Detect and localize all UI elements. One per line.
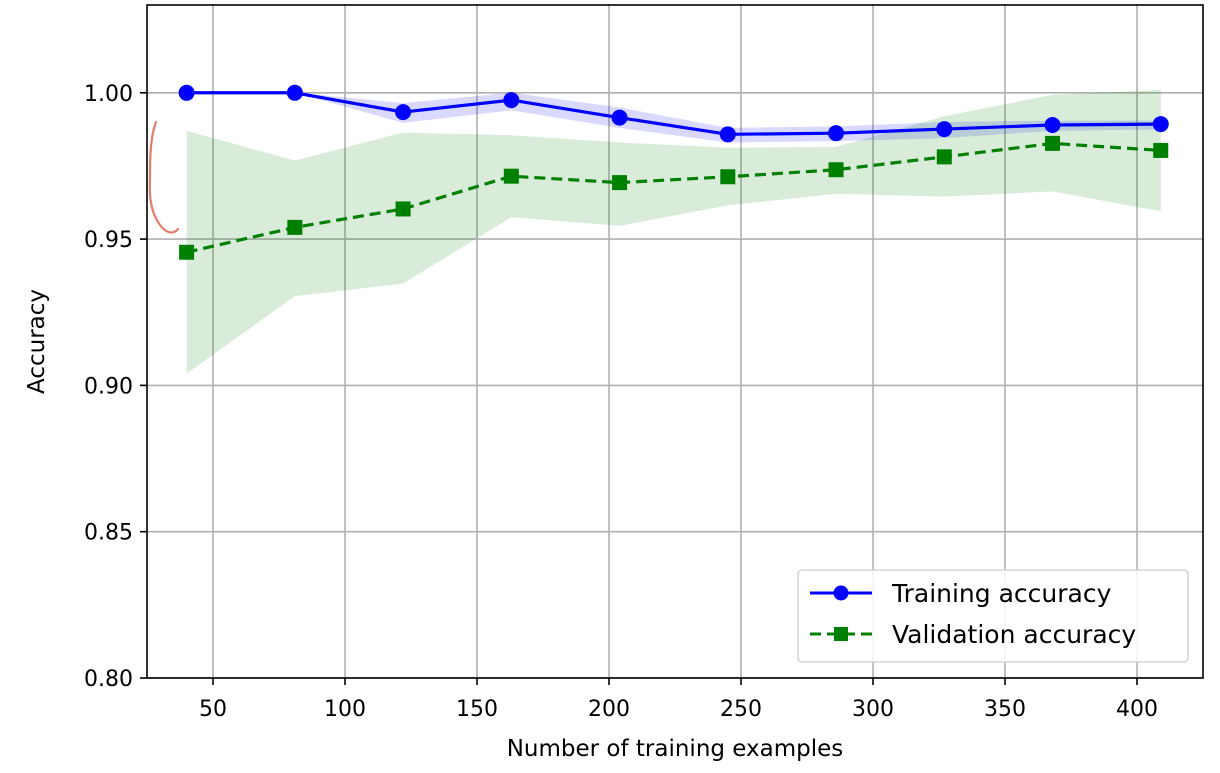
legend-swatch-training-marker (833, 585, 849, 601)
validation-point (1153, 142, 1169, 158)
training-point (936, 121, 953, 138)
axis-ticks: 50 100 150 200 250 300 350 400 0.80 0.85 0.90 0.95 1… (84, 82, 1158, 722)
training-point (1152, 116, 1169, 133)
validation-point (179, 244, 195, 260)
x-tick-label: 100 (324, 697, 366, 722)
legend-swatch-validation-marker (834, 627, 848, 641)
training-accuracy-line (186, 91, 1161, 136)
y-tick-label: 0.80 (84, 667, 133, 692)
legend-label-validation: Validation accuracy (892, 620, 1136, 649)
y-tick-label: 0.85 (84, 521, 133, 546)
plot-frame (146, 4, 1204, 679)
validation-point (828, 162, 844, 178)
training-point (503, 92, 520, 109)
training-point (395, 104, 412, 121)
validation-point (936, 149, 952, 165)
training-point (611, 109, 628, 126)
x-tick-label: 50 (199, 697, 227, 722)
legend-label-training: Training accuracy (891, 579, 1112, 608)
x-tick-label: 200 (588, 697, 630, 722)
handwritten-annotation-mark (148, 120, 180, 234)
training-point (719, 126, 736, 143)
x-tick-label: 250 (720, 697, 762, 722)
x-tick-label: 350 (984, 697, 1026, 722)
training-point (286, 84, 303, 101)
validation-point (720, 169, 736, 185)
y-tick-label: 0.90 (84, 374, 133, 399)
validation-point (395, 201, 411, 217)
series-markers (178, 84, 1169, 260)
x-tick-label: 150 (456, 697, 498, 722)
y-axis-label: Accuracy (24, 289, 50, 394)
x-axis-label: Number of training examples (507, 736, 844, 762)
validation-point (287, 219, 303, 235)
training-point (828, 125, 845, 142)
validation-point (612, 175, 628, 191)
legend: Training accuracy Validation accuracy (797, 569, 1189, 663)
legend-box (797, 569, 1189, 663)
series-lines (186, 91, 1161, 254)
validation-accuracy-line (186, 141, 1161, 254)
y-tick-label: 0.95 (84, 228, 133, 253)
validation-point (1045, 135, 1061, 151)
x-tick-label: 300 (852, 697, 894, 722)
validation-point (503, 168, 519, 184)
training-point (178, 84, 195, 101)
training-point (1044, 116, 1061, 133)
y-tick-label: 1.00 (84, 82, 133, 107)
x-tick-label: 400 (1116, 697, 1158, 722)
